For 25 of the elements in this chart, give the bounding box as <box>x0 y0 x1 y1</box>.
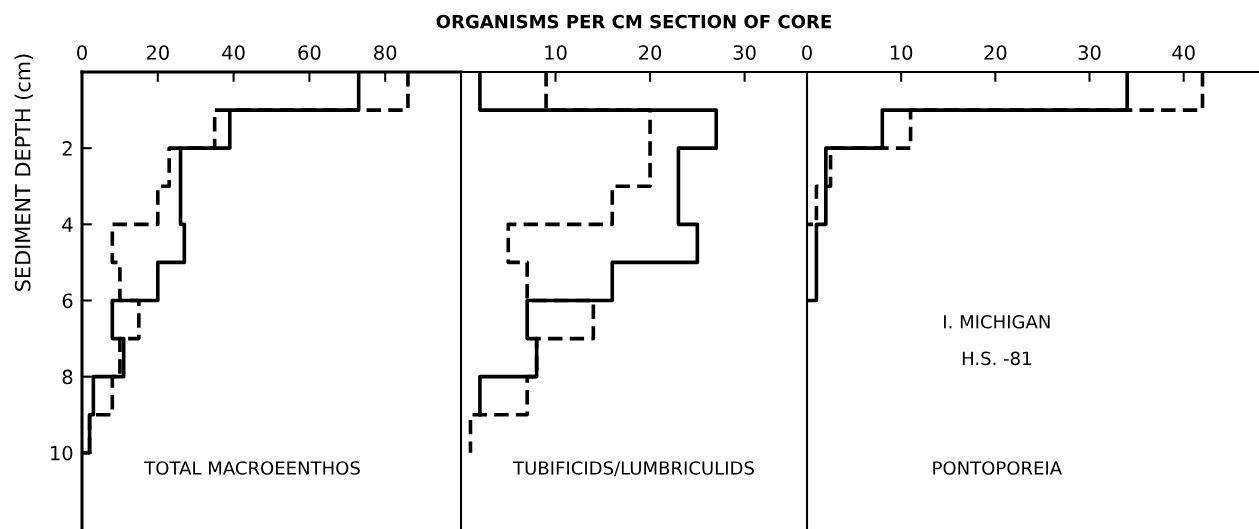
x-axis-title: ORGANISMS PER CM SECTION OF CORE <box>436 14 831 29</box>
y-tick-label: 8 <box>62 369 73 385</box>
y-tick-label: 4 <box>62 217 73 232</box>
x-tick-label: 20 <box>146 45 169 60</box>
y-axis-title: SEDIMENT DEPTH (cm) <box>14 54 34 291</box>
x-tick-label: 10 <box>890 45 913 60</box>
x-tick-label: 40 <box>1172 45 1195 60</box>
x-tick-label: 40 <box>222 45 245 60</box>
annotation: TUBIFICIDS/LUMBRICULIDS <box>513 461 754 477</box>
annotation: TOTAL MACROEENTHOS <box>144 461 360 475</box>
x-tick-label: 30 <box>1078 45 1101 60</box>
y-tick-label: 10 <box>51 445 73 461</box>
y-tick-label: 2 <box>62 141 72 156</box>
x-tick-label: 60 <box>298 45 321 60</box>
x-tick-label: 20 <box>984 45 1007 60</box>
annotation: I. MICHIGAN <box>944 314 1050 329</box>
x-tick-label: 10 <box>545 45 567 60</box>
annotation: H.S. -81 <box>962 351 1031 366</box>
x-tick-label: 0 <box>802 45 812 60</box>
x-tick-label: 20 <box>639 45 662 60</box>
annotation: PONTOPOREIA <box>933 461 1062 475</box>
y-tick-label: 6 <box>62 293 73 309</box>
x-tick-label: 0 <box>77 45 87 60</box>
x-tick-label: 30 <box>733 45 756 60</box>
x-tick-label: 80 <box>374 45 397 60</box>
